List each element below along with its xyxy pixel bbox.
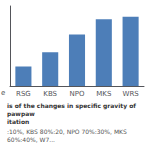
svg-text:MKS: MKS xyxy=(96,90,112,98)
svg-text:WRS: WRS xyxy=(122,90,139,98)
svg-text:is of the changes in specific: is of the changes in specific gravity of xyxy=(7,102,138,110)
svg-text:e: e xyxy=(1,89,5,97)
svg-text:60%:40%, W7...: 60%:40%, W7... xyxy=(7,136,55,143)
svg-text::10%, KBS 80%:20, NPO 70%:30%,: :10%, KBS 80%:20, NPO 70%:30%, MKS xyxy=(7,128,129,135)
svg-text:itation: itation xyxy=(7,118,29,125)
svg-text:NPO: NPO xyxy=(70,90,85,98)
svg-text:KBS: KBS xyxy=(43,90,57,98)
svg-text:RSG: RSG xyxy=(16,90,31,98)
svg-text:pawpaw: pawpaw xyxy=(7,110,35,118)
